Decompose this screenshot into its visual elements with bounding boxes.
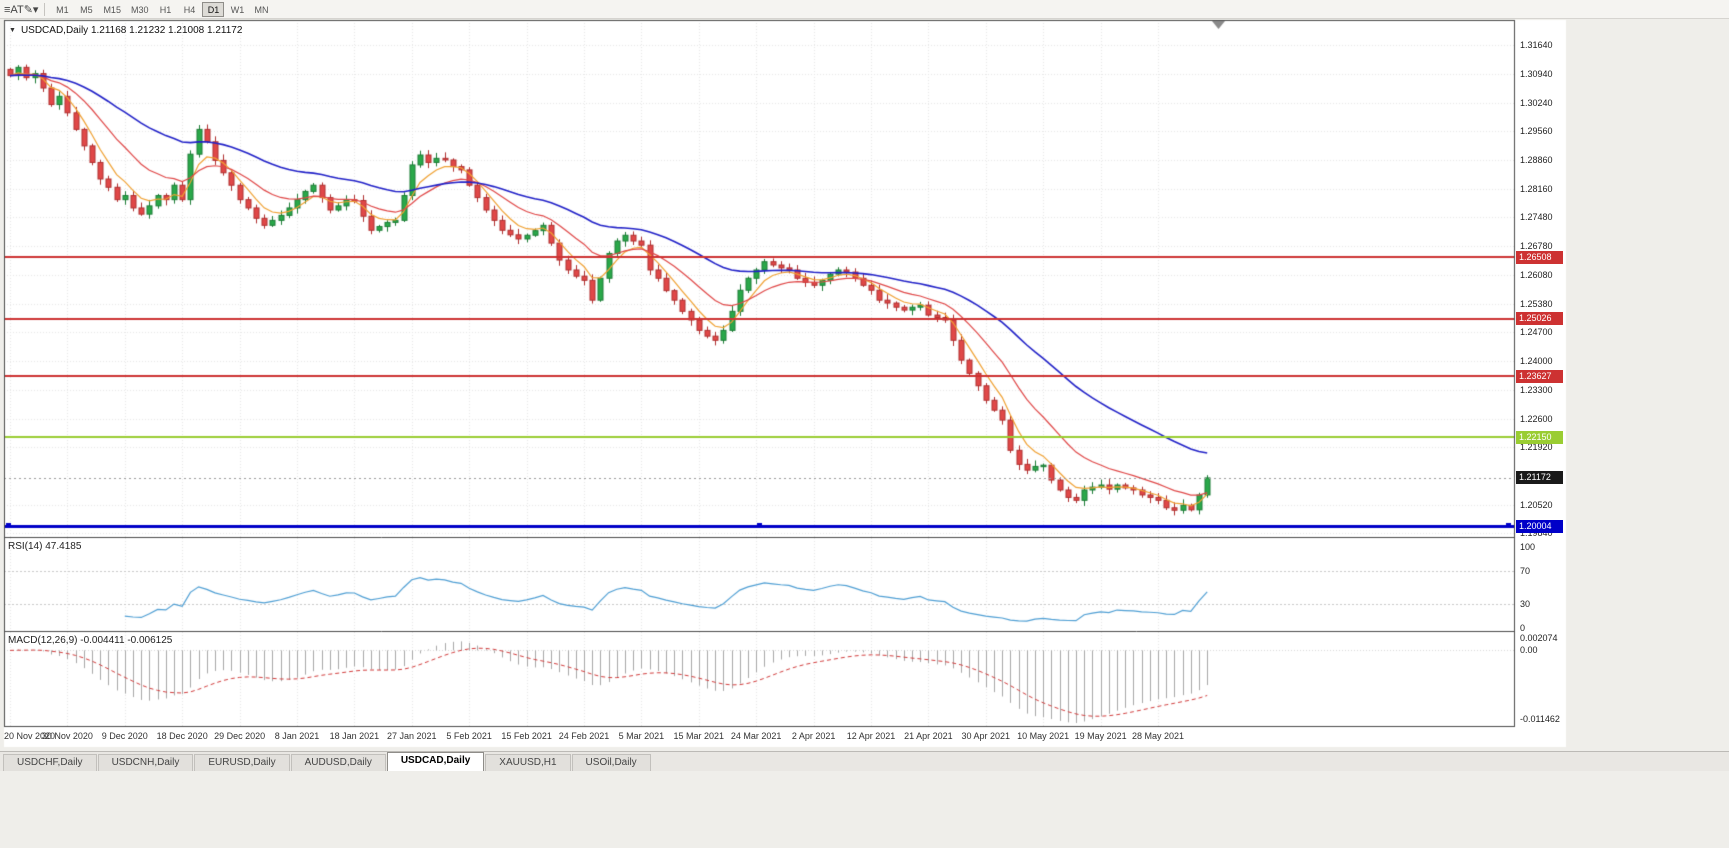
- date-label: 15 Feb 2021: [501, 731, 552, 741]
- timeframe-button-w1[interactable]: W1: [230, 4, 245, 15]
- chart-tab-xauusd-h1[interactable]: XAUUSD,H1: [485, 754, 571, 771]
- toolbar-separator: [44, 2, 46, 16]
- timeframe-toolbar: M1 M5 M15 M30 H1 H4 D1 W1 MN: [51, 1, 272, 17]
- timeframe-button-m15[interactable]: M15: [103, 4, 121, 15]
- price-axis-label: 1.24000: [1520, 355, 1553, 366]
- date-label: 27 Jan 2021: [387, 731, 437, 741]
- rsi-indicator-label: RSI(14) 47.4185: [8, 541, 82, 552]
- date-label: 5 Mar 2021: [618, 731, 665, 741]
- date-label: 21 Apr 2021: [904, 731, 953, 741]
- date-label: 8 Jan 2021: [274, 731, 320, 741]
- date-label: 30 Apr 2021: [961, 731, 1011, 741]
- draw-icon[interactable]: ✎: [23, 4, 33, 16]
- chart-tab-audusd-daily[interactable]: AUDUSD,Daily: [290, 754, 386, 771]
- price-tag-1.25026: 1.25026: [1516, 312, 1563, 326]
- price-axis-label: 1.20520: [1520, 499, 1553, 510]
- date-label: 2 Apr 2021: [791, 731, 836, 741]
- timeframe-button-h1[interactable]: H1: [159, 4, 172, 15]
- date-label: 24 Mar 2021: [730, 731, 782, 741]
- date-label: 9 Dec 2020: [101, 731, 148, 741]
- price-axis-label: 1.27480: [1520, 212, 1553, 223]
- macd-level-label: 0.00: [1520, 645, 1538, 656]
- macd-level-label: -0.011462: [1520, 714, 1560, 724]
- timeframe-button-d1[interactable]: D1: [202, 1, 225, 17]
- price-axis-label: 1.30240: [1520, 97, 1553, 108]
- chart-tab-usdchf-daily[interactable]: USDCHF,Daily: [3, 754, 97, 771]
- chart-tab-usdcad-daily[interactable]: USDCAD,Daily: [386, 752, 485, 771]
- chart-tab-usdcnh-daily[interactable]: USDCNH,Daily: [97, 754, 194, 771]
- rsi-level-label: 0: [1520, 623, 1526, 633]
- date-label: 10 May 2021: [1017, 731, 1070, 741]
- timeframe-button-mn[interactable]: MN: [254, 4, 269, 15]
- price-tag-1.26508: 1.26508: [1516, 250, 1563, 264]
- price-tag-1.22150: 1.22150: [1516, 430, 1563, 444]
- price-axis-label: 1.26780: [1520, 240, 1553, 251]
- cursor-icon[interactable]: A: [10, 4, 17, 16]
- price-axis-label: 1.19840: [1520, 527, 1553, 538]
- price-axis-label: 1.28860: [1520, 154, 1553, 165]
- timeframe-button-m5[interactable]: M5: [80, 4, 93, 15]
- price-axis-label: 1.29560: [1520, 126, 1553, 137]
- date-label: 30 Nov 2020: [41, 731, 93, 741]
- price-axis-label: 1.21920: [1520, 441, 1553, 452]
- chart-tab-eurusd-daily[interactable]: EURUSD,Daily: [194, 754, 290, 771]
- price-tag-1.20004: 1.20004: [1516, 519, 1563, 533]
- price-axis-label: 1.26080: [1520, 269, 1553, 280]
- date-label: 29 Dec 2020: [214, 731, 266, 741]
- date-label: 15 Mar 2021: [673, 731, 725, 741]
- date-label: 24 Feb 2021: [558, 731, 610, 741]
- price-axis-label: 1.25380: [1520, 298, 1553, 309]
- chevron-down-icon[interactable]: ▾: [32, 4, 39, 16]
- date-label: 5 Feb 2021: [446, 731, 492, 741]
- chart-title-ohlc: USDCAD,Daily 1.21168 1.21232 1.21008 1.2…: [20, 25, 243, 36]
- timeframe-button-m1[interactable]: M1: [56, 4, 69, 15]
- date-label: 18 Jan 2021: [329, 731, 380, 741]
- rsi-level-label: 30: [1520, 598, 1531, 609]
- price-axis-label: 1.30940: [1520, 68, 1553, 79]
- toolbar-icons: ≡AT✎▾: [4, 0, 38, 18]
- price-axis-label: 1.28160: [1520, 183, 1553, 194]
- date-label: 18 Dec 2020: [156, 731, 208, 741]
- rsi-level-label: 100: [1520, 542, 1536, 552]
- price-axis-label: 1.24700: [1520, 327, 1553, 337]
- timeframe-button-h4[interactable]: H4: [183, 4, 196, 15]
- rsi-level-label: 70: [1520, 566, 1531, 577]
- chart-tab-bar: USDCHF,Daily USDCNH,Daily EURUSD,Daily AUDU…: [0, 751, 1729, 771]
- date-label: 20 Nov 2020: [4, 731, 56, 741]
- price-axis-label: 1.22600: [1520, 413, 1553, 424]
- menu-icon[interactable]: ≡: [4, 4, 11, 16]
- collapse-triangle-icon[interactable]: ▼: [9, 27, 16, 34]
- chart-tab-usoil-daily[interactable]: USOil,Daily: [571, 754, 651, 771]
- toolbar: ≡AT✎▾ M1 M5 M15 M30 H1 H4 D1 W1 MN: [0, 0, 1729, 19]
- chart-header: ▼ USDCAD,Daily 1.21168 1.21232 1.21008 1…: [9, 25, 242, 36]
- date-label: 12 Apr 2021: [846, 731, 896, 741]
- date-label: 28 May 2021: [1131, 731, 1185, 741]
- price-tag-1.21172: 1.21172: [1516, 471, 1563, 485]
- price-tag-1.23627: 1.23627: [1516, 369, 1563, 383]
- text-icon[interactable]: T: [16, 4, 24, 16]
- macd-indicator-label: MACD(12,26,9) -0.004411 -0.006125: [8, 635, 173, 646]
- timeframe-button-m30[interactable]: M30: [130, 4, 149, 15]
- price-axis-label: 1.23300: [1520, 384, 1553, 395]
- macd-level-label: 0.002074: [1520, 632, 1558, 643]
- date-label: 19 May 2021: [1074, 731, 1127, 741]
- price-axis-label: 1.31640: [1520, 40, 1553, 50]
